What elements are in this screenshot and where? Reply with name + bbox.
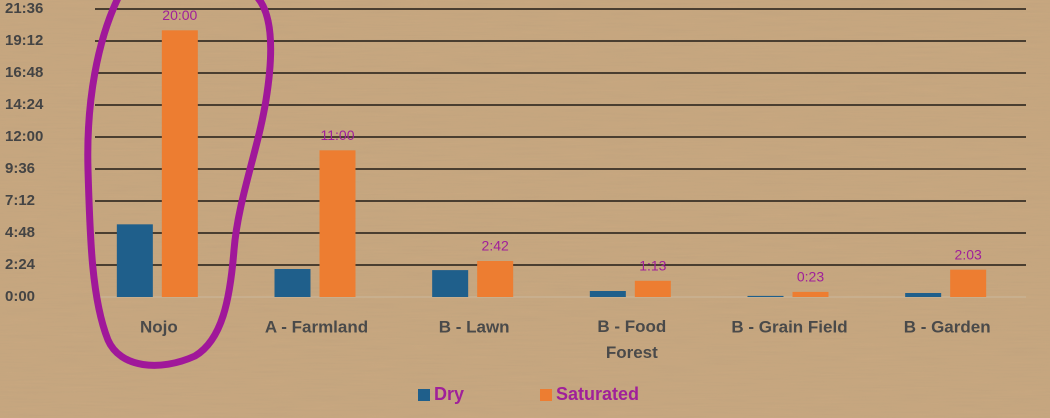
value-label: 2:03 bbox=[955, 246, 982, 262]
y-tick-label: 0:00 bbox=[5, 288, 35, 305]
value-label: 20:00 bbox=[162, 7, 197, 23]
bar bbox=[747, 295, 784, 297]
y-tick-label: 7:12 bbox=[5, 192, 35, 209]
y-tick-label: 19:12 bbox=[5, 32, 43, 49]
value-label: 1:13 bbox=[639, 257, 666, 273]
bar bbox=[589, 291, 626, 297]
bar bbox=[950, 269, 987, 297]
x-tick-label: B - Garden bbox=[904, 317, 991, 336]
bar bbox=[161, 30, 198, 297]
y-tick-label: 21:36 bbox=[5, 0, 43, 17]
highlight-circle bbox=[84, 0, 275, 369]
value-label: 2:42 bbox=[482, 238, 509, 254]
x-tick-label: Nojo bbox=[140, 317, 178, 336]
bar bbox=[319, 150, 356, 297]
bar bbox=[905, 293, 942, 297]
bar bbox=[634, 280, 671, 297]
bar bbox=[477, 261, 514, 297]
y-tick-label: 9:36 bbox=[5, 160, 35, 177]
y-tick-label: 14:24 bbox=[5, 96, 44, 113]
legend-label: Dry bbox=[434, 384, 464, 404]
y-tick-label: 12:00 bbox=[5, 128, 43, 145]
bar bbox=[274, 269, 311, 297]
x-tick-label: B - Grain Field bbox=[731, 317, 847, 336]
y-tick-label: 2:24 bbox=[5, 256, 36, 273]
x-tick-label: B - Lawn bbox=[439, 317, 510, 336]
bar bbox=[792, 291, 829, 297]
y-tick-label: 4:48 bbox=[5, 224, 35, 241]
value-label: 0:23 bbox=[797, 269, 824, 285]
legend-swatch bbox=[418, 389, 430, 401]
legend-swatch bbox=[540, 389, 552, 401]
x-tick-label: B - Food Forest bbox=[597, 317, 666, 362]
bar bbox=[432, 270, 469, 297]
y-tick-label: 16:48 bbox=[5, 64, 43, 81]
legend-label: Saturated bbox=[556, 384, 639, 404]
x-tick-label: A - Farmland bbox=[265, 317, 368, 336]
bar bbox=[116, 224, 153, 297]
value-label: 11:00 bbox=[321, 127, 355, 143]
